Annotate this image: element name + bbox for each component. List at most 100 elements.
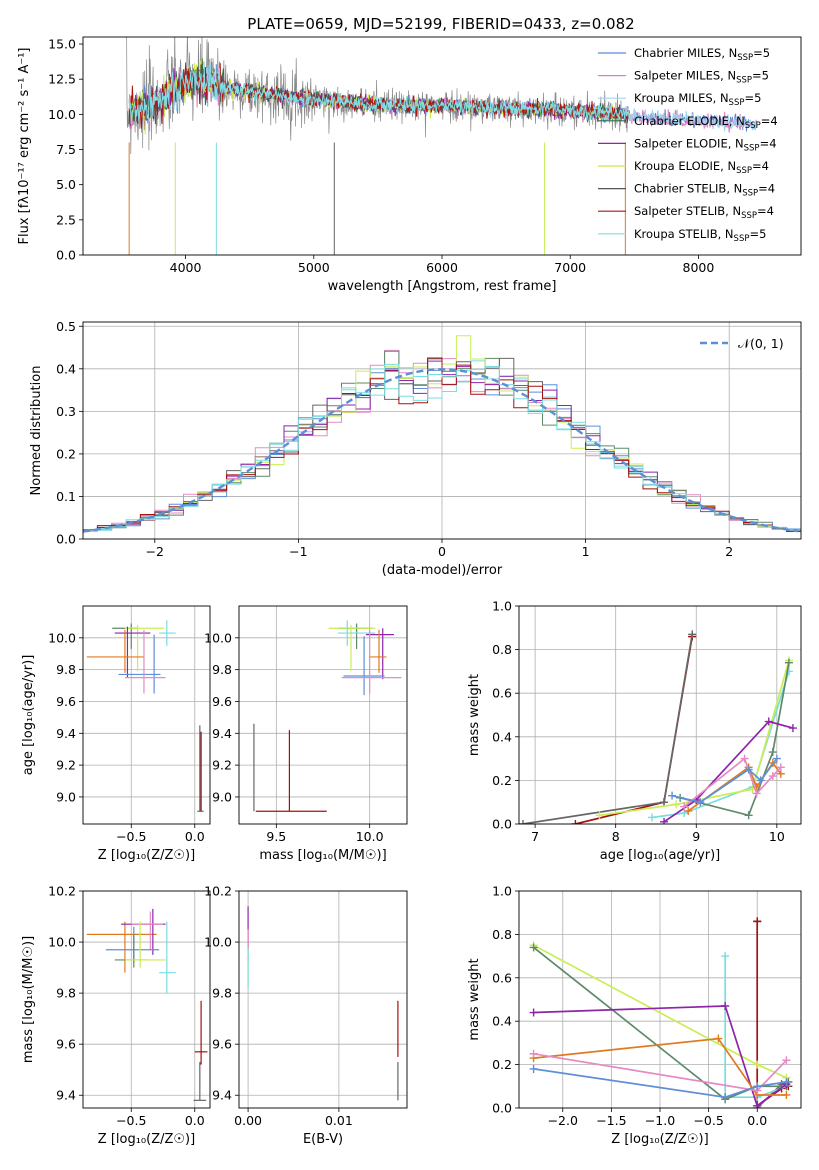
y-tick-label: 9.6 — [212, 1037, 232, 1052]
weight-point-marker — [714, 1034, 723, 1043]
y-tick-label: 0.8 — [492, 927, 512, 942]
x-tick-label: 6000 — [426, 260, 458, 275]
weight-point-marker — [571, 820, 580, 824]
weight-series-line — [663, 720, 794, 823]
y-tick-label: 9.4 — [212, 1088, 232, 1103]
y-tick-label: 15.0 — [48, 37, 76, 52]
y-tick-label: 0.5 — [56, 319, 76, 334]
y-tick-label: 9.6 — [56, 1037, 76, 1052]
weight-point-marker — [782, 1090, 791, 1099]
weight-series-line — [522, 634, 694, 824]
y-tick-label: 10.0 — [48, 935, 76, 950]
y-tick-label: 0.4 — [492, 729, 512, 744]
residuals-panel: −2 −1 0 1 2 0.0 0.1 0.2 0.3 0.4 0.5 (data-model)/er… — [29, 319, 802, 578]
axes-frame — [238, 890, 408, 1109]
weight-point-marker — [660, 817, 669, 824]
age_vs_mass-panel: 9.5 10.0 9.0 9.2 9.4 9.6 9.8 10.0 mass [log₁₀(M/… — [204, 605, 408, 863]
weight-point-marker — [753, 1060, 762, 1069]
x-tick-label: −2.0 — [548, 1113, 578, 1128]
y-tick-label: 10.0 — [48, 107, 76, 122]
weight-point-marker — [768, 748, 777, 757]
weight_vs_Z-plot-area — [529, 917, 793, 1108]
y-tick-label: 9.4 — [212, 726, 232, 741]
weight-point-marker — [740, 754, 749, 763]
weight-point-marker — [672, 800, 681, 809]
legend-label: Chabrier STELIB, NSSP=4 — [634, 182, 775, 199]
x-tick-label: 9 — [692, 829, 700, 844]
weight-point-marker — [753, 917, 762, 926]
model-spectrum-line — [128, 61, 629, 125]
mass_vs_ebv-panel: 0.00 0.01 9.4 9.6 9.8 10.0 10.2 E(B-V) — [204, 884, 408, 1147]
y-tick-label: 10.0 — [204, 935, 232, 950]
weight-point-marker — [595, 811, 604, 820]
x-tick-label: 2 — [725, 544, 733, 559]
weight-point-marker — [721, 1002, 730, 1011]
y-tick-label: 9.6 — [212, 694, 232, 709]
x-axis-label: Z [log₁₀(Z/Z☉)] — [98, 1132, 195, 1147]
x-tick-label: 8000 — [683, 260, 715, 275]
y-tick-label: 10.2 — [204, 884, 232, 899]
x-tick-label: −1.5 — [596, 1113, 626, 1128]
weight-point-marker — [721, 1093, 730, 1102]
weight-series-line — [724, 956, 787, 1099]
weight-point-marker — [529, 1064, 538, 1073]
y-tick-label: 1.0 — [492, 599, 512, 614]
normal-curve — [83, 368, 799, 533]
x-tick-label: 0.0 — [747, 1113, 767, 1128]
y-tick-label: 0.0 — [492, 817, 512, 832]
x-tick-label: 5000 — [298, 260, 330, 275]
weight-point-marker — [529, 1049, 538, 1058]
weight-point-marker — [753, 1101, 762, 1108]
x-tick-label: 7000 — [554, 260, 586, 275]
legend-label: Kroupa STELIB, NSSP=5 — [634, 227, 766, 244]
weight-series-line — [533, 1068, 787, 1099]
weight-point-marker — [721, 952, 730, 961]
y-axis-label: age [log₁₀(age/yr)] — [21, 655, 36, 776]
weight-point-marker — [519, 820, 528, 824]
weight-point-marker — [752, 789, 761, 798]
y-tick-label: 5.0 — [56, 177, 76, 192]
legend-label: Chabrier ELODIE, NSSP=4 — [634, 114, 778, 131]
x-tick-label: 1 — [582, 544, 590, 559]
y-tick-label: 9.4 — [56, 1088, 76, 1103]
weight-point-marker — [782, 1056, 791, 1065]
x-tick-label: 0.01 — [325, 1113, 353, 1128]
mass_vs_ebv-plot-area — [247, 906, 399, 1101]
weight-point-marker — [529, 1008, 538, 1017]
y-tick-label: 10.2 — [48, 884, 76, 899]
histogram-step — [83, 363, 801, 534]
spectrum-panel: 4000 5000 6000 7000 8000 0.0 2.5 5.0 7.5 10.0 12.5… — [17, 36, 802, 294]
weight-series-line — [599, 660, 790, 817]
y-tick-label: 0.0 — [56, 248, 76, 263]
y-tick-label: 0.1 — [56, 489, 76, 504]
weight-point-marker — [784, 658, 793, 667]
y-tick-label: 0.6 — [492, 970, 512, 985]
y-tick-label: 10.0 — [48, 630, 76, 645]
y-tick-label: 0.4 — [56, 361, 76, 376]
x-axis-label: age [log₁₀(age/yr)] — [600, 848, 721, 863]
axes-frame — [82, 36, 802, 256]
y-tick-label: 9.0 — [212, 789, 232, 804]
weight-point-marker — [647, 813, 656, 822]
legend-label: Salpeter MILES, NSSP=5 — [634, 69, 769, 86]
y-tick-label: 9.0 — [56, 789, 76, 804]
weight-point-marker — [744, 811, 753, 820]
y-tick-label: 9.8 — [56, 986, 76, 1001]
x-tick-label: 0 — [438, 544, 446, 559]
y-tick-label: 12.5 — [48, 72, 76, 87]
weight-point-marker — [529, 943, 538, 952]
y-tick-label: 9.2 — [212, 758, 232, 773]
weight_vs_age-plot-area — [519, 630, 797, 824]
weight-point-marker — [696, 798, 705, 807]
y-tick-label: 0.6 — [492, 686, 512, 701]
spectrum-plot-area — [126, 37, 757, 255]
y-axis-label: Normed distribution — [29, 366, 44, 496]
legend-label: Kroupa ELODIE, NSSP=4 — [634, 159, 769, 176]
y-tick-label: 0.0 — [56, 532, 76, 547]
weight-point-marker — [764, 717, 773, 726]
x-axis-label: E(B-V) — [303, 1132, 343, 1147]
age_vs_mass-plot-area — [253, 620, 402, 812]
weight-point-marker — [684, 806, 693, 815]
